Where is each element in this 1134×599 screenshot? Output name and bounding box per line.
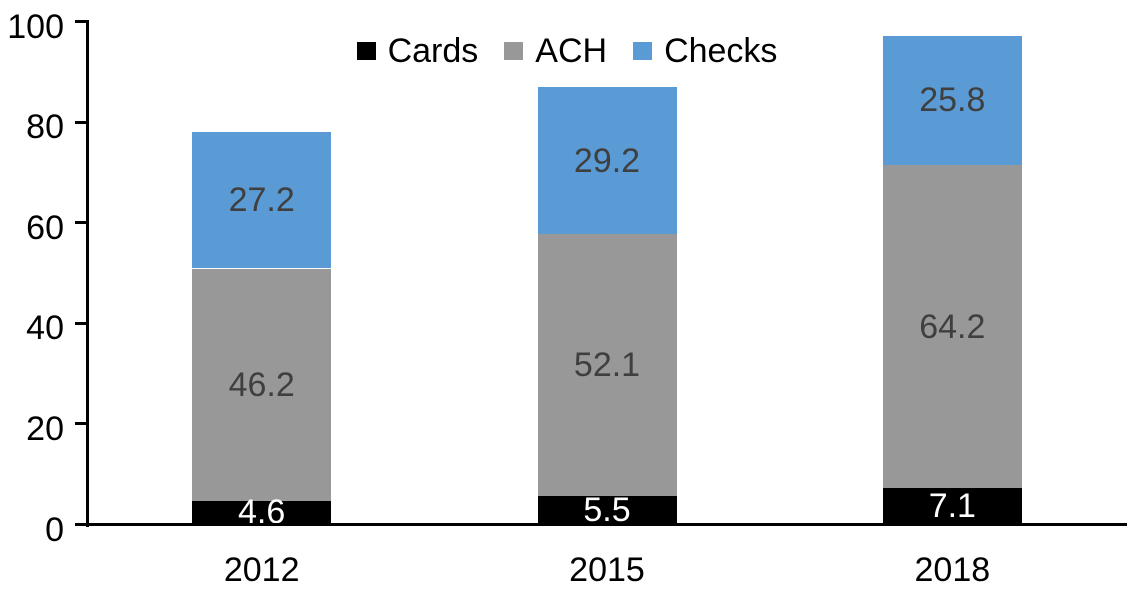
bar-value-label: 7.1 bbox=[928, 487, 976, 526]
bar-value-label: 64.2 bbox=[919, 307, 986, 346]
y-tick-label: 40 bbox=[26, 309, 64, 348]
y-tick-label: 0 bbox=[45, 510, 64, 549]
legend-swatch-icon bbox=[356, 42, 376, 60]
y-axis-tick bbox=[75, 422, 87, 426]
x-category-label-2012: 2012 bbox=[223, 551, 300, 589]
x-axis-line bbox=[86, 523, 1127, 526]
y-axis-tick bbox=[75, 221, 87, 225]
stacked-bar-2015: 5.5 52.1 29.2 bbox=[537, 87, 677, 530]
y-axis-tick bbox=[75, 321, 87, 325]
y-axis-tick bbox=[75, 20, 87, 23]
y-tick-label: 100 bbox=[7, 7, 64, 46]
legend-label: Cards bbox=[387, 32, 479, 70]
y-axis-line bbox=[86, 20, 89, 527]
bar-segment-cards-2015 bbox=[537, 496, 677, 524]
y-axis-tick bbox=[75, 120, 87, 124]
x-category-label-2018: 2018 bbox=[914, 551, 991, 589]
stacked-bar-2018: 7.1 64.2 25.8 bbox=[882, 35, 1022, 526]
chart-legend: Cards ACH Checks bbox=[0, 32, 1134, 70]
legend-label: ACH bbox=[535, 32, 608, 70]
bar-segment-ach-2012 bbox=[192, 268, 332, 501]
y-axis-tick bbox=[75, 523, 87, 526]
bar-value-label: 5.5 bbox=[583, 491, 631, 530]
plot-area: 4.6 46.2 27.2 5.5 52.1 29.2 7.1 64.2 25.8 bbox=[89, 21, 1125, 530]
bar-segment-cards-2018 bbox=[882, 488, 1022, 524]
y-tick-label: 20 bbox=[26, 409, 64, 448]
legend-swatch-icon bbox=[504, 42, 524, 60]
bar-segment-checks-2018 bbox=[882, 35, 1022, 166]
legend-item-cards: Cards bbox=[356, 32, 479, 70]
bar-value-label: 29.2 bbox=[573, 141, 641, 180]
y-tick-label: 60 bbox=[26, 208, 64, 247]
bar-value-label: 27.2 bbox=[228, 181, 295, 220]
bar-value-label: 46.2 bbox=[228, 365, 295, 404]
legend-label: Checks bbox=[664, 32, 778, 70]
legend-swatch-icon bbox=[633, 42, 653, 60]
bar-segment-ach-2018 bbox=[882, 165, 1022, 489]
bar-segment-cards-2012 bbox=[192, 500, 332, 524]
x-category-label-2015: 2015 bbox=[569, 551, 645, 589]
stacked-bar-2012: 4.6 46.2 27.2 bbox=[192, 131, 332, 529]
legend-item-ach: ACH bbox=[504, 34, 607, 68]
bar-value-label: 52.1 bbox=[573, 346, 641, 385]
bar-segment-ach-2015 bbox=[537, 234, 677, 497]
legend-item-checks: Checks bbox=[633, 34, 777, 68]
bar-segment-checks-2012 bbox=[192, 131, 332, 269]
bar-segment-checks-2015 bbox=[537, 87, 677, 235]
bar-value-label: 25.8 bbox=[919, 81, 986, 120]
y-tick-label: 80 bbox=[26, 108, 64, 147]
